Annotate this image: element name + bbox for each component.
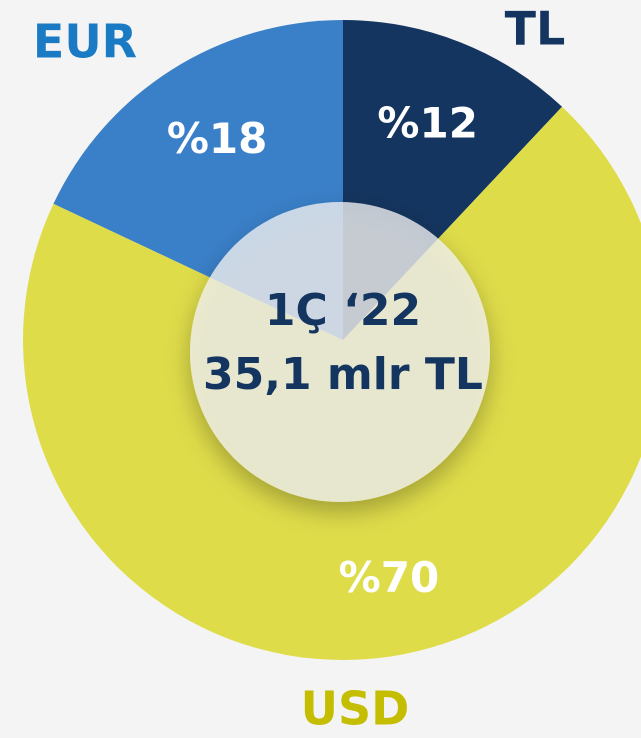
category-label: USD bbox=[301, 682, 410, 736]
center-label: 35,1 mlr TL bbox=[203, 349, 483, 400]
category-label: EUR bbox=[33, 15, 137, 69]
center-label: 1Ç ‘22 bbox=[265, 285, 421, 336]
center-circle bbox=[190, 202, 490, 502]
category-label: TL bbox=[505, 2, 566, 56]
value-label: %70 bbox=[339, 553, 440, 602]
value-label: %12 bbox=[377, 99, 478, 148]
value-label: %18 bbox=[167, 114, 268, 163]
